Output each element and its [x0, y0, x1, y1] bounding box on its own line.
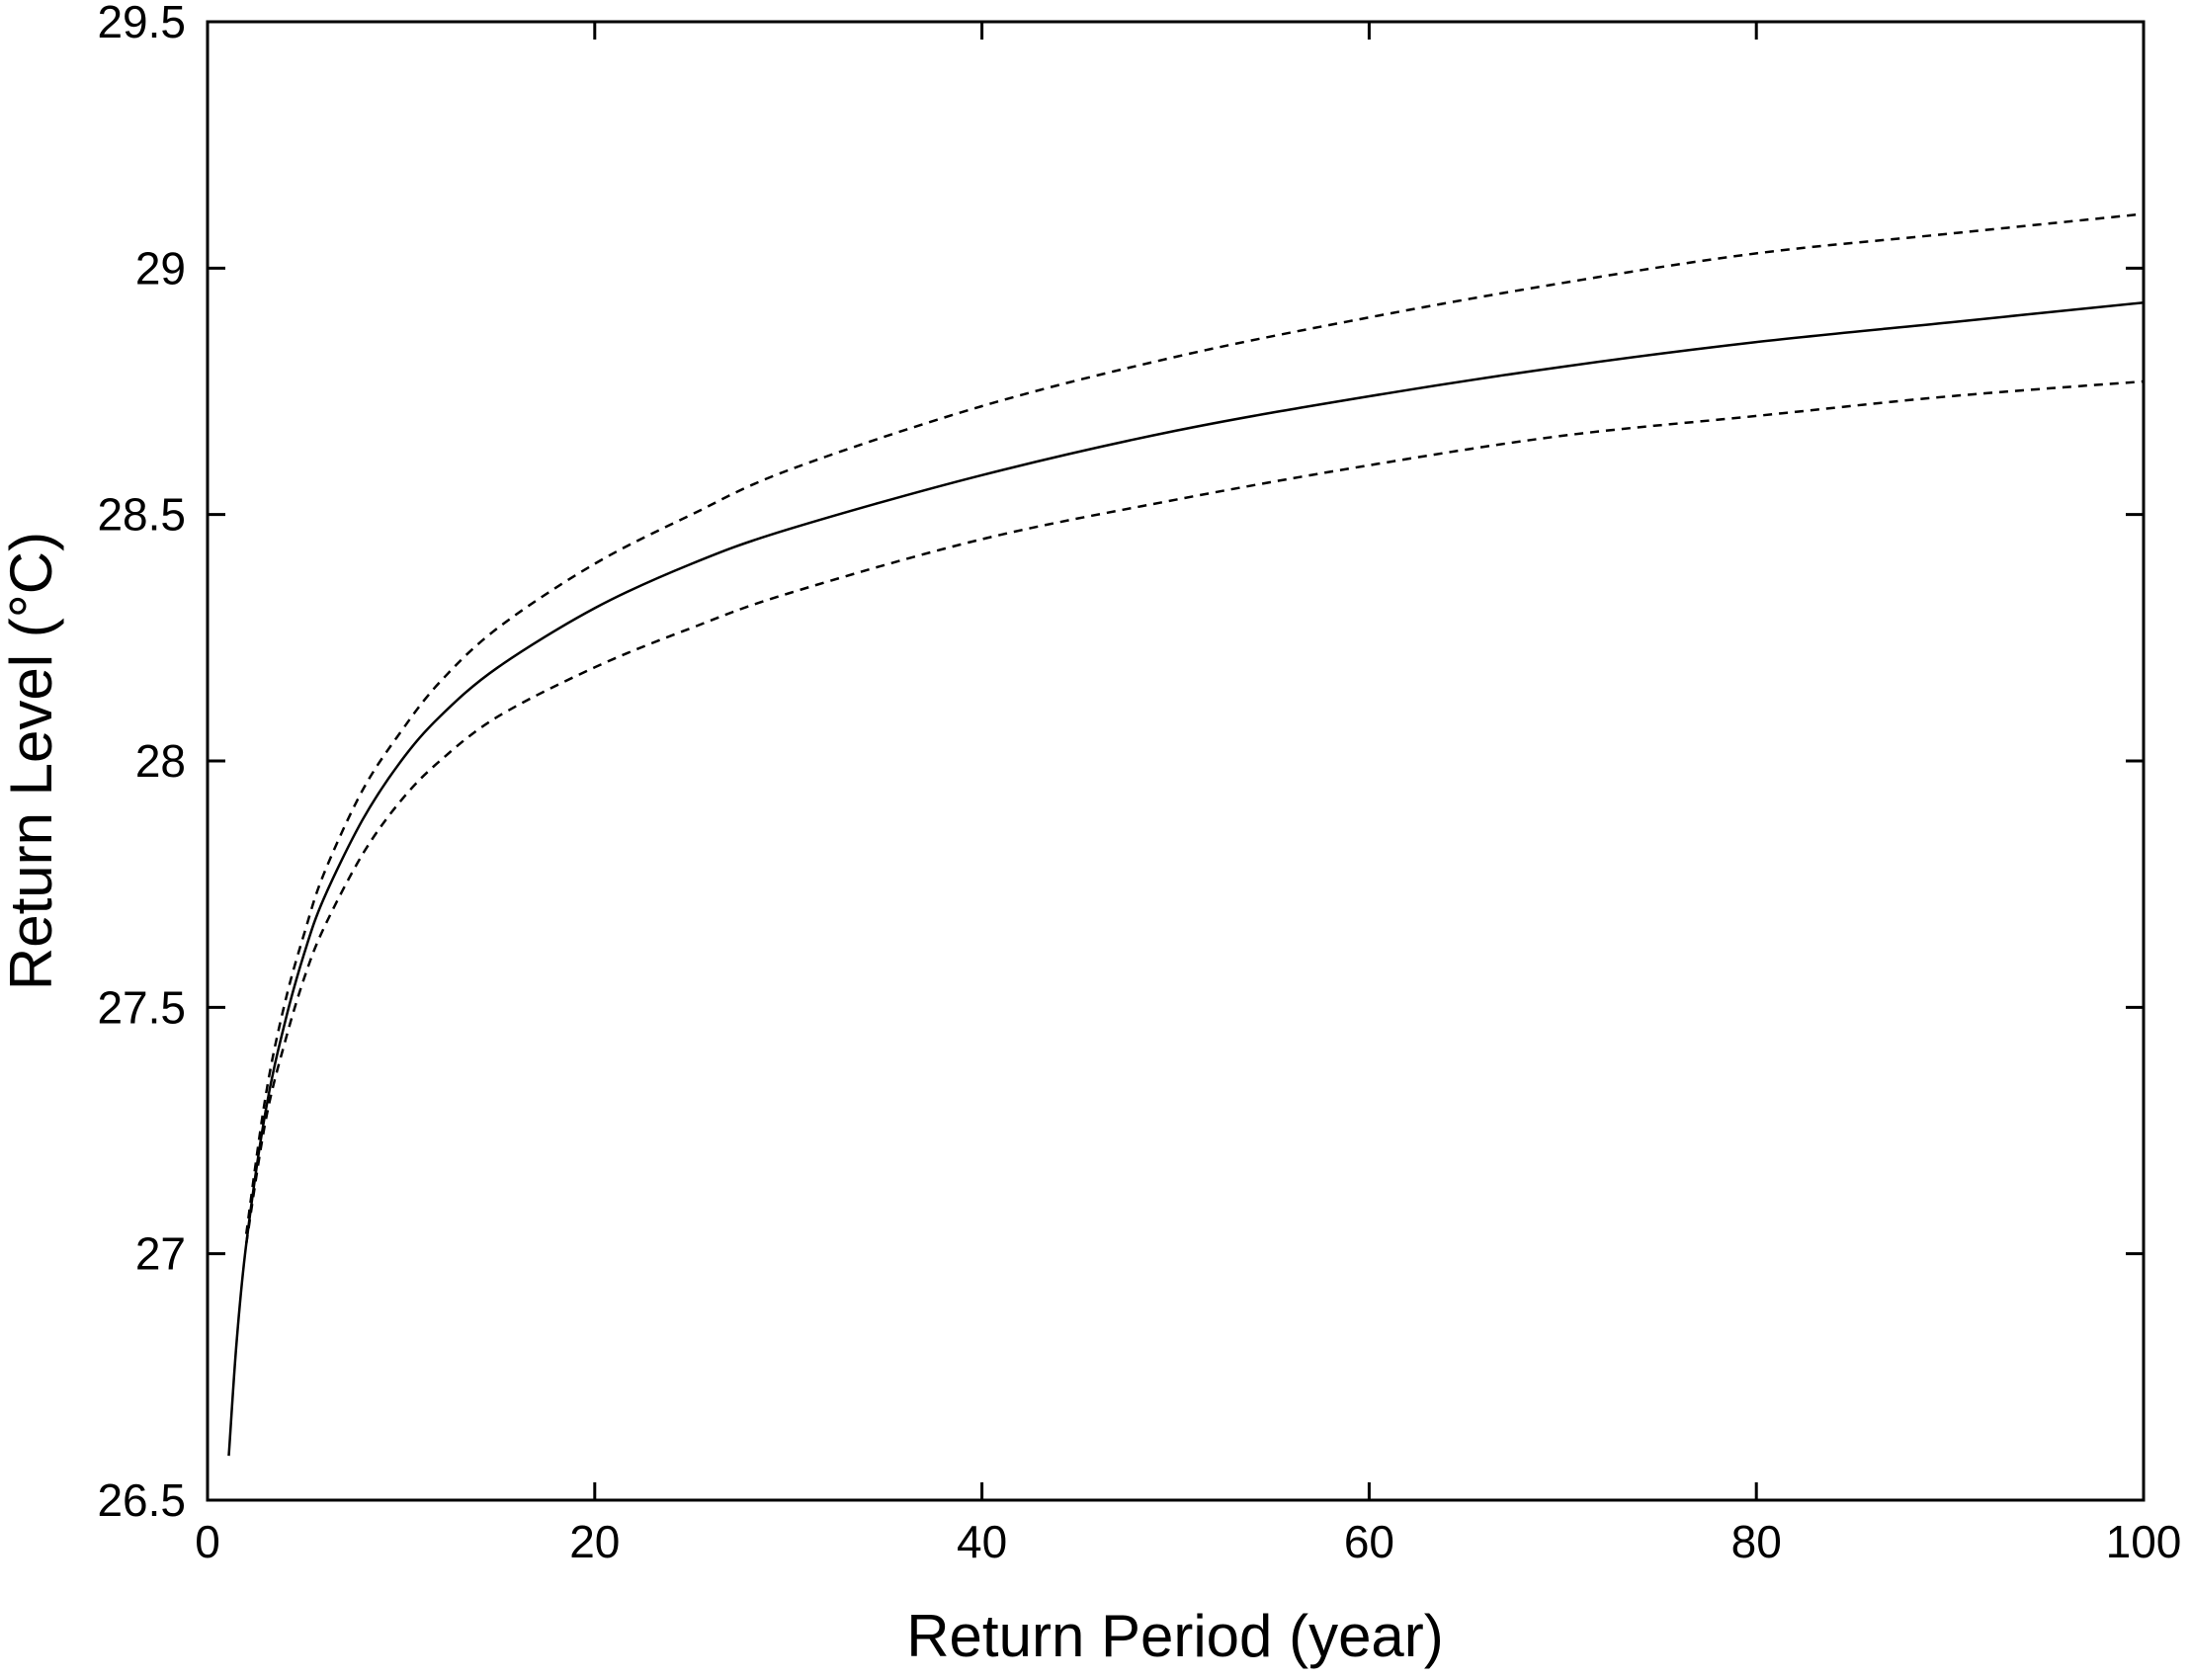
- y-tick-label: 28: [135, 735, 186, 787]
- x-tick-label: 0: [195, 1516, 220, 1567]
- axis-ticks: [206, 20, 2146, 1502]
- x-tick-label: 60: [1344, 1516, 1394, 1567]
- y-tick-label: 27.5: [97, 981, 186, 1033]
- y-tick-label: 29: [135, 242, 186, 294]
- y-tick-label: 27: [135, 1228, 186, 1280]
- x-tick-label: 100: [2106, 1516, 2182, 1567]
- axis-tick-labels: 0 20 40 60 80 100 26.5 27 27.5 28 28.5 29 29.5: [97, 0, 2181, 1567]
- lower-bound-dashed-line: [244, 379, 2145, 1244]
- y-tick-label: 26.5: [97, 1474, 186, 1526]
- y-tick-label: 29.5: [97, 0, 186, 47]
- x-tick-label: 40: [957, 1516, 1007, 1567]
- x-axis-title: Return Period (year): [906, 1603, 1444, 1669]
- x-tick-label: 20: [569, 1516, 620, 1567]
- plot-frame: [206, 20, 2146, 1502]
- return-level-line: [227, 300, 2145, 1457]
- upper-bound-dashed-line: [244, 212, 2145, 1234]
- y-tick-label: 28.5: [97, 489, 186, 541]
- x-tick-label: 80: [1731, 1516, 1782, 1567]
- chart-series: [227, 212, 2145, 1457]
- y-axis-title: Return Level (°C): [0, 532, 64, 990]
